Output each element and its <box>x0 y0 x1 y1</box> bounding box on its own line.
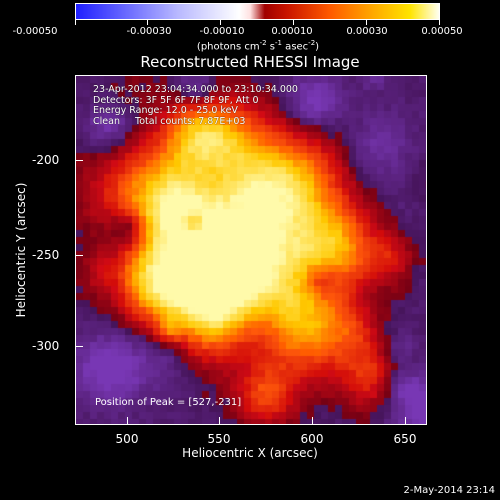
info-overlay: 23-Apr-2012 23:04:34.000 to 23:10:34.000… <box>93 84 298 127</box>
clean-counts-text: Clean Total counts: 7.87E+03 <box>93 115 246 127</box>
colorbar-tick <box>220 20 221 25</box>
colorbar-tick <box>366 20 367 25</box>
x-tick-label: 550 <box>207 432 231 446</box>
y-tick-label: -200 <box>32 153 60 167</box>
x-tick <box>127 417 128 425</box>
x-tick-label: 650 <box>393 432 417 446</box>
plot-area <box>75 75 427 425</box>
colorbar-ticks <box>75 20 440 26</box>
colorbar-tick-label: 0.00030 <box>346 26 388 37</box>
energy-range-text: Energy Range: 12.0 - 25.0 keV <box>93 105 238 117</box>
timestamp: 2-May-2014 23:14 <box>403 485 495 496</box>
x-tick <box>405 417 406 425</box>
x-tick-label: 500 <box>115 432 139 446</box>
colorbar-units: (photons cm-2 s-1 asec-2) <box>196 39 320 53</box>
colorbar-tick <box>147 20 148 25</box>
image-title: Reconstructed RHESSI Image <box>140 53 360 71</box>
y-tick-label: -250 <box>32 248 60 262</box>
colorbar <box>75 3 440 20</box>
colorbar-tick-label: 0.00050 <box>421 26 463 37</box>
colorbar-tick-label: 0.00010 <box>271 26 313 37</box>
y-axis-label: Heliocentric Y (arcsec) <box>14 182 28 318</box>
x-axis-label: Heliocentric X (arcsec) <box>182 446 318 460</box>
colorbar-tick-label: -0.00030 <box>126 26 172 37</box>
colorbar-tick <box>439 20 440 25</box>
colorbar-tick-label: -0.00010 <box>199 26 245 37</box>
time-range-text: 23-Apr-2012 23:04:34.000 to 23:10:34.000 <box>93 84 298 95</box>
x-tick <box>312 417 313 425</box>
colorbar-tick-label: -0.00050 <box>12 26 58 37</box>
peak-position-text: Position of Peak = [527,-231] <box>95 397 242 408</box>
detectors-text: Detectors: 3F 5F 6F 7F 8F 9F, Att 0 <box>93 94 259 106</box>
x-tick-label: 600 <box>300 432 324 446</box>
colorbar-tick <box>75 20 76 25</box>
y-tick-label: -300 <box>32 339 60 353</box>
flux-heatmap <box>76 76 426 424</box>
x-tick <box>219 417 220 425</box>
y-tick <box>75 160 83 161</box>
y-tick <box>75 255 83 256</box>
colorbar-tick <box>293 20 294 25</box>
y-tick <box>75 346 83 347</box>
